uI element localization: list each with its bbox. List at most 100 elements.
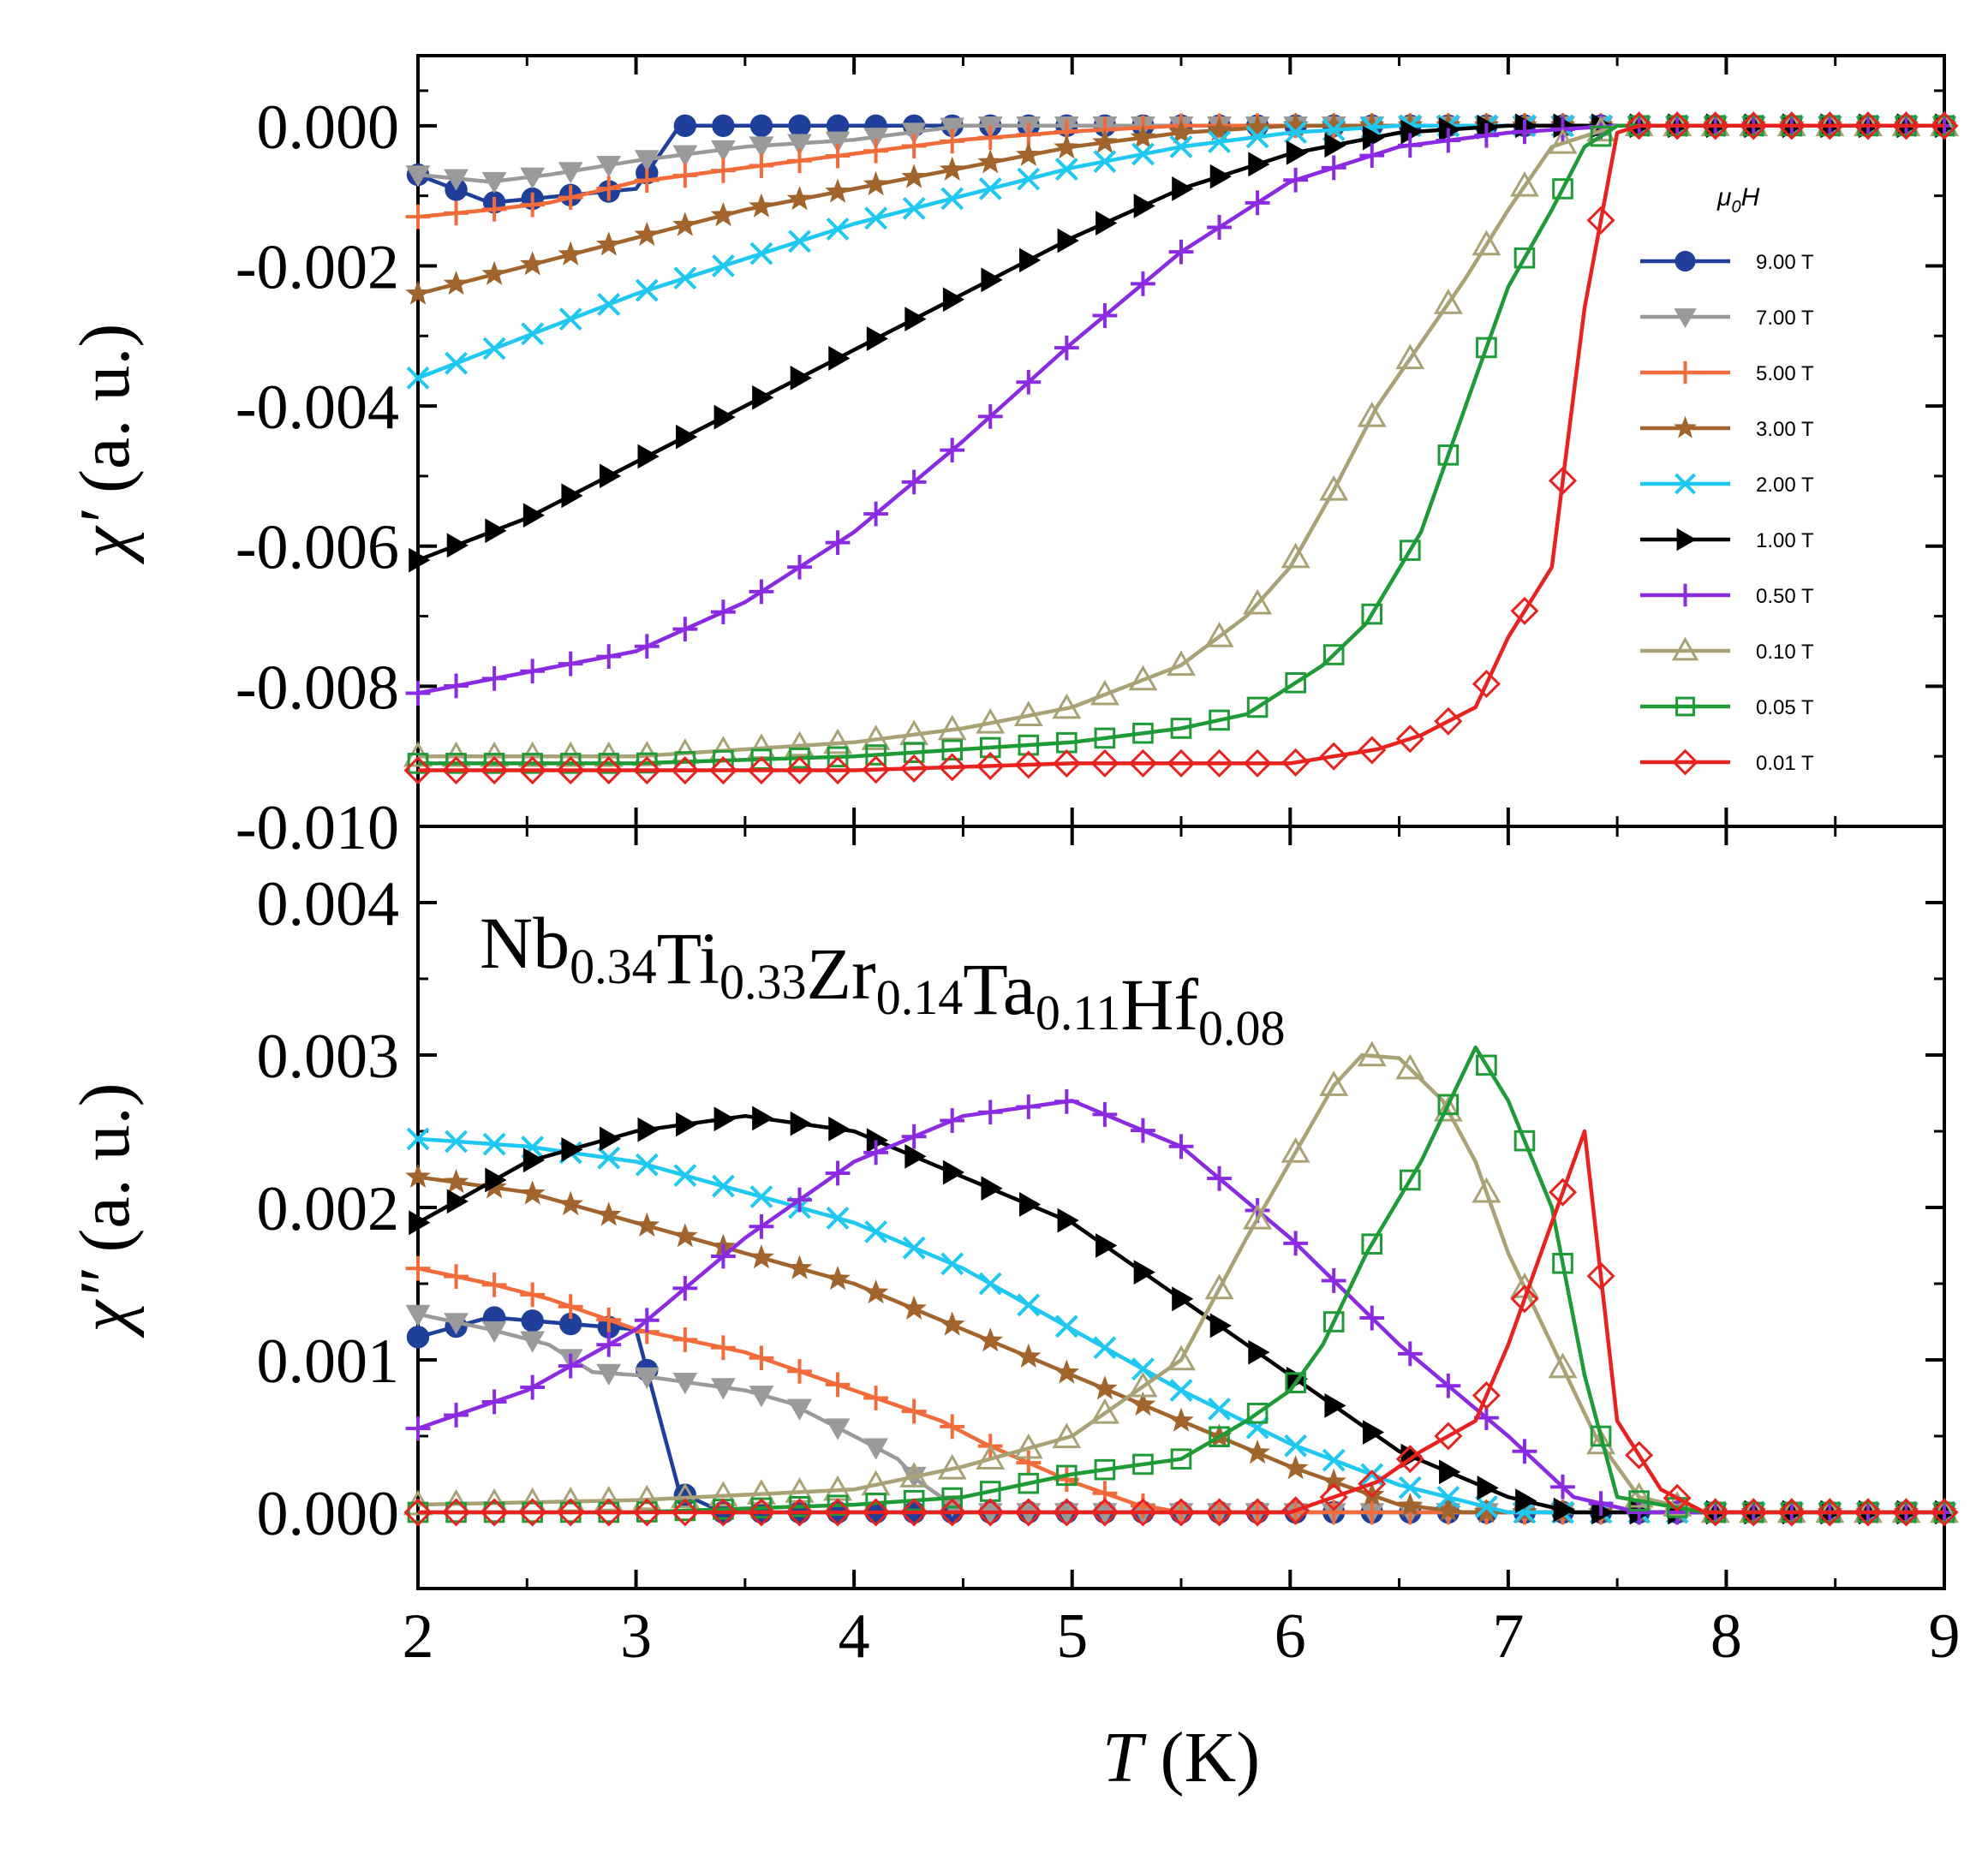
y-tick-label: -0.010 [236, 793, 399, 863]
data-point-marker [406, 1127, 430, 1151]
data-point-marker [1701, 111, 1730, 140]
data-point-marker [1395, 1053, 1425, 1080]
data-point-marker [1204, 1273, 1234, 1300]
y-tick-label: 0.004 [257, 869, 400, 939]
data-point-marker [1628, 1490, 1650, 1511]
data-point-marker [405, 1416, 431, 1441]
data-point-marker [443, 271, 469, 295]
data-point-marker [1437, 1094, 1460, 1116]
data-point-marker [1052, 749, 1081, 778]
data-point-marker [518, 1498, 547, 1527]
data-point-marker [979, 736, 1001, 759]
data-point-marker [711, 1378, 736, 1400]
legend-entry: 0.01 T [1640, 748, 1814, 776]
data-point-marker [1319, 1070, 1349, 1096]
data-point-marker [1509, 170, 1539, 197]
data-point-marker [520, 659, 546, 684]
x-tick-label: 4 [839, 1601, 870, 1672]
data-point-marker [749, 241, 773, 265]
data-point-marker [899, 754, 928, 783]
data-point-marker [863, 1386, 888, 1410]
data-point-marker [1018, 734, 1040, 756]
legend-label: 0.50 T [1756, 585, 1814, 608]
data-point-marker [673, 1164, 697, 1188]
data-point-marker [902, 1236, 926, 1260]
data-point-marker [828, 1116, 851, 1142]
data-point-marker [1476, 337, 1497, 359]
data-point-marker [1056, 1464, 1078, 1487]
data-point-marker [901, 1124, 927, 1149]
data-point-marker [1128, 748, 1157, 778]
data-point-marker [1167, 1498, 1196, 1527]
data-point-marker [1321, 1499, 1346, 1525]
data-point-marker [1674, 583, 1697, 607]
data-point-marker [1433, 289, 1463, 314]
data-point-marker [1930, 111, 1959, 140]
data-point-marker [861, 724, 891, 750]
data-point-marker [978, 177, 1002, 200]
data-point-marker [1281, 748, 1310, 777]
data-point-marker [1675, 473, 1696, 495]
data-point-marker [1673, 415, 1698, 438]
data-point-marker [634, 1367, 660, 1389]
data-point-marker [901, 1295, 927, 1320]
data-point-marker [558, 1353, 583, 1379]
series-line [417, 123, 1944, 380]
data-point-marker [942, 1160, 965, 1185]
data-point-marker [1510, 1285, 1539, 1314]
data-point-marker [1172, 1286, 1194, 1312]
data-point-marker [485, 1167, 507, 1193]
data-point-marker [1017, 167, 1041, 191]
data-point-marker [826, 1207, 850, 1230]
data-point-marker [977, 125, 1003, 151]
data-point-marker [1172, 176, 1194, 201]
data-point-marker [862, 755, 891, 784]
y-tick-label: 0.000 [257, 1479, 400, 1549]
data-point-marker [1092, 303, 1118, 328]
data-point-marker [711, 1335, 736, 1361]
data-point-marker [1167, 748, 1196, 778]
data-point-marker [1362, 125, 1385, 151]
data-point-marker [828, 346, 851, 371]
data-point-marker [976, 751, 1005, 780]
data-point-marker [1093, 1336, 1117, 1360]
data-point-marker [863, 170, 889, 196]
data-point-marker [1548, 128, 1578, 154]
y-axis-symbol: χ″ [65, 1270, 145, 1338]
data-point-marker [594, 1498, 624, 1527]
series-top-001T [403, 111, 1959, 785]
data-point-marker [940, 1252, 964, 1276]
data-point-marker [409, 1210, 431, 1236]
data-point-marker [558, 162, 583, 184]
data-point-marker [1553, 1497, 1575, 1523]
data-point-marker [940, 128, 965, 154]
data-point-marker [405, 1255, 431, 1281]
data-point-marker [787, 1187, 812, 1213]
data-point-marker [1094, 727, 1116, 749]
data-point-marker [444, 1264, 469, 1290]
data-point-marker [443, 1169, 469, 1194]
data-point-marker [672, 212, 698, 236]
data-point-marker [787, 134, 812, 156]
data-point-marker [825, 143, 851, 169]
data-point-marker [1282, 1455, 1309, 1480]
data-point-marker [977, 149, 1004, 174]
data-point-marker [899, 1498, 928, 1527]
y-tick-label: -0.008 [236, 653, 399, 723]
legend-label: 2.00 T [1756, 474, 1814, 497]
data-point-marker [482, 337, 506, 361]
data-point-marker [1243, 1203, 1273, 1230]
data-point-marker [752, 1106, 774, 1131]
data-point-marker [1209, 709, 1230, 731]
data-point-marker [444, 200, 469, 226]
y-axis-title-bottom: χ″ (a. u.) [65, 1082, 145, 1338]
data-point-marker [482, 1132, 506, 1156]
data-point-marker [1132, 1453, 1154, 1475]
data-point-marker [825, 1372, 851, 1398]
data-point-marker [712, 114, 735, 138]
data-point-marker [522, 753, 543, 774]
data-point-marker [1590, 125, 1612, 147]
data-point-marker [1676, 528, 1697, 551]
data-point-marker [1090, 1498, 1119, 1527]
data-point-marker [1358, 736, 1387, 765]
